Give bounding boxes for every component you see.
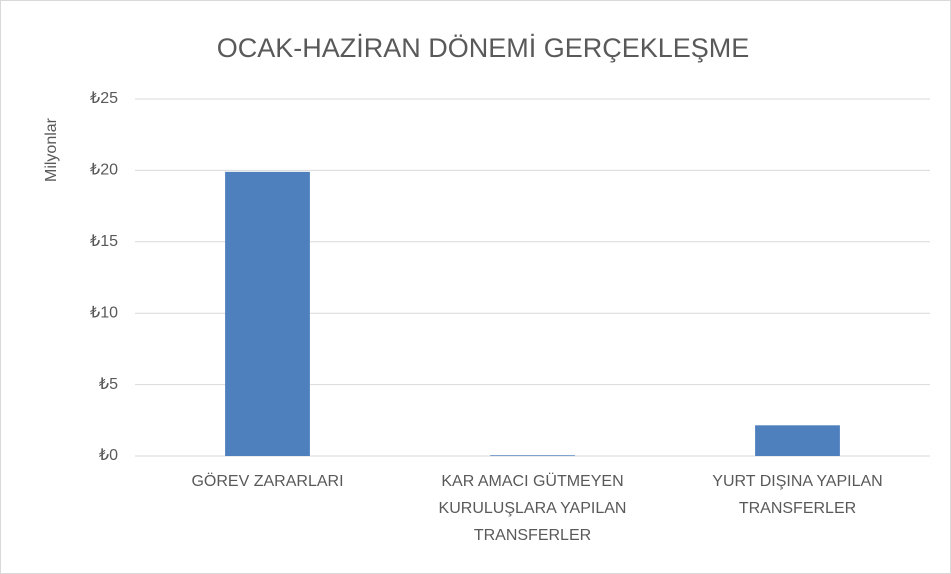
y-tick-label: ₺25 <box>90 90 118 107</box>
chart-title: OCAK-HAZİRAN DÖNEMİ GERÇEKLEŞME <box>217 32 750 63</box>
x-tick-label: GÖREV ZARARLARI <box>191 473 344 490</box>
y-tick-label: ₺20 <box>90 162 118 179</box>
bar <box>225 171 310 456</box>
y-tick-label: ₺15 <box>90 233 118 250</box>
x-tick-label: YURT DIŞINA YAPILAN TRANSFERLER <box>712 473 883 517</box>
y-tick-label: ₺5 <box>99 376 118 393</box>
y-tick-label: ₺10 <box>90 304 118 321</box>
x-tick-label: KAR AMACI GÜTMEYEN KURULUŞLARA YAPILAN T… <box>438 473 627 544</box>
y-axis-label: Milyonlar <box>43 117 60 182</box>
bar <box>755 425 840 456</box>
bar <box>490 455 575 456</box>
y-tick-label: ₺0 <box>99 447 118 464</box>
